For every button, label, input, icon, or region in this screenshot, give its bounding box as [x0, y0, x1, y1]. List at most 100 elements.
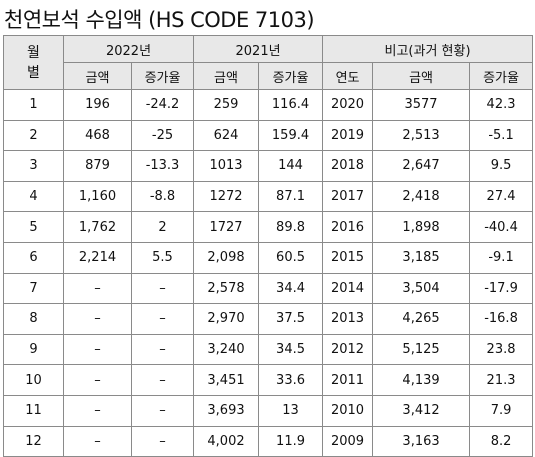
year-cell: 2020	[322, 89, 374, 121]
growth-header-past: 증가율	[469, 62, 534, 90]
growth-header-2021: 증가율	[258, 62, 324, 90]
table-body: 1 196 -24.2 259 116.4 2020 3577 42.3 2 468 -25 624 1…	[3, 89, 534, 457]
month-cell: 11	[3, 394, 64, 427]
growth-2021-cell: 87.1	[258, 180, 324, 213]
table-row: 4 1,160 -8.8 1272 87.1 2017 2,418 27.4	[3, 180, 534, 213]
growth-past-cell: -16.8	[469, 303, 534, 335]
amount-2022-cell: –	[63, 303, 132, 335]
amount-header-past: 금액	[372, 62, 471, 90]
growth-2021-cell: 34.5	[258, 333, 324, 366]
amount-2021-cell: 1727	[193, 211, 260, 243]
amount-past-cell: 3577	[372, 89, 471, 121]
amount-2022-cell: 1,160	[63, 180, 132, 213]
amount-2021-cell: 624	[193, 119, 260, 152]
growth-2022-cell: –	[130, 394, 195, 427]
amount-past-cell: 3,504	[372, 272, 471, 305]
growth-past-cell: -9.1	[469, 241, 534, 274]
month-cell: 5	[3, 211, 64, 243]
page-title: 천연보석 수입액 (HS CODE 7103)	[4, 8, 315, 32]
year-cell: 2011	[322, 364, 374, 396]
year-cell: 2013	[322, 303, 374, 335]
table-row: 2 468 -25 624 159.4 2019 2,513 -5.1	[3, 119, 534, 152]
amount-past-cell: 4,139	[372, 364, 471, 396]
growth-past-cell: -17.9	[469, 272, 534, 305]
amount-2022-cell: –	[63, 364, 132, 396]
growth-2022-cell: -24.2	[130, 89, 195, 121]
amount-2022-cell: 1,762	[63, 211, 132, 243]
amount-past-cell: 3,412	[372, 394, 471, 427]
amount-2021-cell: 2,578	[193, 272, 260, 305]
amount-2022-cell: –	[63, 394, 132, 427]
growth-2022-cell: –	[130, 272, 195, 305]
table-row: 7– –2,578 34.4 2014 3,504 -17.9	[3, 272, 534, 305]
table-row: 9– –3,240 34.5 2012 5,125 23.8	[3, 333, 534, 366]
table-row: 5 1,762 2 1727 89.8 2016 1,898 -40.4	[3, 211, 534, 243]
amount-past-cell: 3,185	[372, 241, 471, 274]
growth-2021-cell: 89.8	[258, 211, 324, 243]
month-cell: 8	[3, 303, 64, 335]
month-cell: 4	[3, 180, 64, 213]
year-cell: 2014	[322, 272, 374, 305]
growth-2022-cell: 2	[130, 211, 195, 243]
amount-past-cell: 5,125	[372, 333, 471, 366]
growth-2021-cell: 60.5	[258, 241, 324, 274]
growth-2021-cell: 13	[258, 394, 324, 427]
amount-past-cell: 1,898	[372, 211, 471, 243]
table-row: 11– –3,693 13 2010 3,412 7.9	[3, 394, 534, 427]
month-cell: 3	[3, 150, 64, 182]
amount-2021-cell: 2,970	[193, 303, 260, 335]
amount-2022-cell: 196	[63, 89, 132, 121]
amount-2022-cell: 2,214	[63, 241, 132, 274]
year-header: 연도	[322, 62, 374, 90]
table-row: 12– –4,002 11.9 2009 3,163 8.2	[3, 425, 534, 457]
growth-past-cell: 7.9	[469, 394, 534, 427]
amount-2021-cell: 3,451	[193, 364, 260, 396]
growth-2022-cell: -13.3	[130, 150, 195, 182]
month-cell: 10	[3, 364, 64, 396]
growth-2021-cell: 33.6	[258, 364, 324, 396]
growth-2021-cell: 34.4	[258, 272, 324, 305]
month-cell: 2	[3, 119, 64, 152]
growth-past-cell: 42.3	[469, 89, 534, 121]
growth-2021-cell: 159.4	[258, 119, 324, 152]
amount-2021-cell: 259	[193, 89, 260, 121]
table-row: 6 2,214 5.5 2,098 60.5 2015 3,185 -9.1	[3, 241, 534, 274]
growth-past-cell: 23.8	[469, 333, 534, 366]
growth-past-cell: 9.5	[469, 150, 534, 182]
month-cell: 9	[3, 333, 64, 366]
year-cell: 2012	[322, 333, 374, 366]
amount-2022-cell: –	[63, 425, 132, 457]
amount-past-cell: 2,513	[372, 119, 471, 152]
year-cell: 2018	[322, 150, 374, 182]
amount-past-cell: 4,265	[372, 303, 471, 335]
year-cell: 2010	[322, 394, 374, 427]
growth-past-cell: -5.1	[469, 119, 534, 152]
month-header: 월 별	[3, 35, 64, 90]
table-row: 8– –2,970 37.5 2013 4,265 -16.8	[3, 303, 534, 335]
month-header-line1: 월	[27, 44, 40, 61]
amount-2021-cell: 2,098	[193, 241, 260, 274]
import-table: 월 별 2022년 2021년 비고(과거 현황) 금액 증가율 금액 증가율 …	[3, 35, 534, 457]
year-cell: 2009	[322, 425, 374, 457]
amount-2021-cell: 3,240	[193, 333, 260, 366]
month-cell: 1	[3, 89, 64, 121]
month-cell: 7	[3, 272, 64, 305]
amount-2021-cell: 1013	[193, 150, 260, 182]
month-cell: 6	[3, 241, 64, 274]
growth-2022-cell: -8.8	[130, 180, 195, 213]
year-cell: 2015	[322, 241, 374, 274]
group-header-past: 비고(과거 현황)	[322, 35, 534, 63]
header-row-groups: 월 별 2022년 2021년 비고(과거 현황)	[3, 35, 534, 90]
growth-2021-cell: 144	[258, 150, 324, 182]
amount-2021-cell: 3,693	[193, 394, 260, 427]
amount-2022-cell: –	[63, 333, 132, 366]
amount-past-cell: 3,163	[372, 425, 471, 457]
amount-2021-cell: 1272	[193, 180, 260, 213]
amount-past-cell: 2,418	[372, 180, 471, 213]
header-row-columns: 금액 증가율 금액 증가율 연도 금액 증가율	[4, 62, 534, 90]
amount-header-2021: 금액	[193, 62, 260, 90]
growth-2021-cell: 11.9	[258, 425, 324, 457]
growth-2022-cell: 5.5	[130, 241, 195, 274]
growth-2021-cell: 116.4	[258, 89, 324, 121]
group-header-2021: 2021년	[193, 35, 324, 63]
